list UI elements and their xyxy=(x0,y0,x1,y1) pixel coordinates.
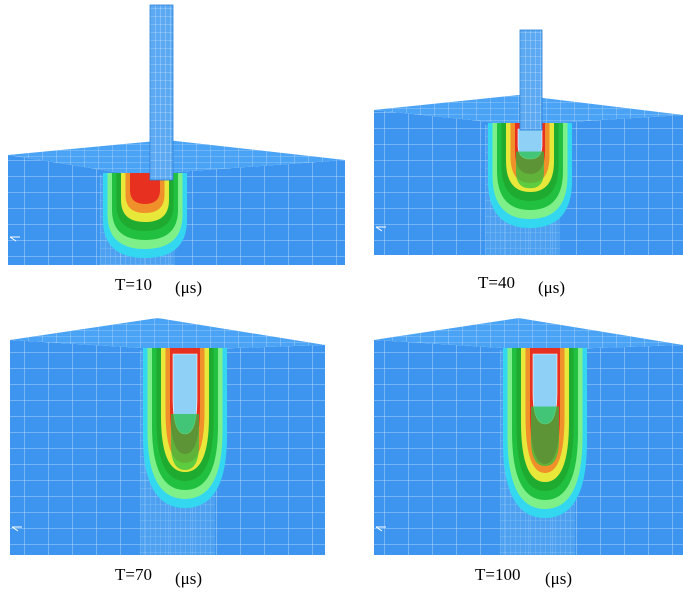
projectile-rod xyxy=(520,30,542,130)
inner-band xyxy=(171,414,199,470)
inner-band xyxy=(516,152,544,189)
caption-label: T=100 xyxy=(475,565,520,584)
caption-unit: (μs) xyxy=(175,278,202,297)
projectile-rod xyxy=(150,5,173,180)
figure: T=10 (μs) T=40 (μs) T=70 (μs) T=100 (μs) xyxy=(0,0,683,592)
simulation-images xyxy=(8,5,683,555)
caption-unit: (μs) xyxy=(545,569,572,588)
caption-unit: (μs) xyxy=(175,569,202,588)
caption-label: T=70 xyxy=(115,565,152,584)
inner-band xyxy=(531,407,559,467)
caption-label: T=10 xyxy=(115,275,152,294)
caption-label: T=40 xyxy=(478,273,515,292)
caption-unit: (μs) xyxy=(538,278,565,297)
